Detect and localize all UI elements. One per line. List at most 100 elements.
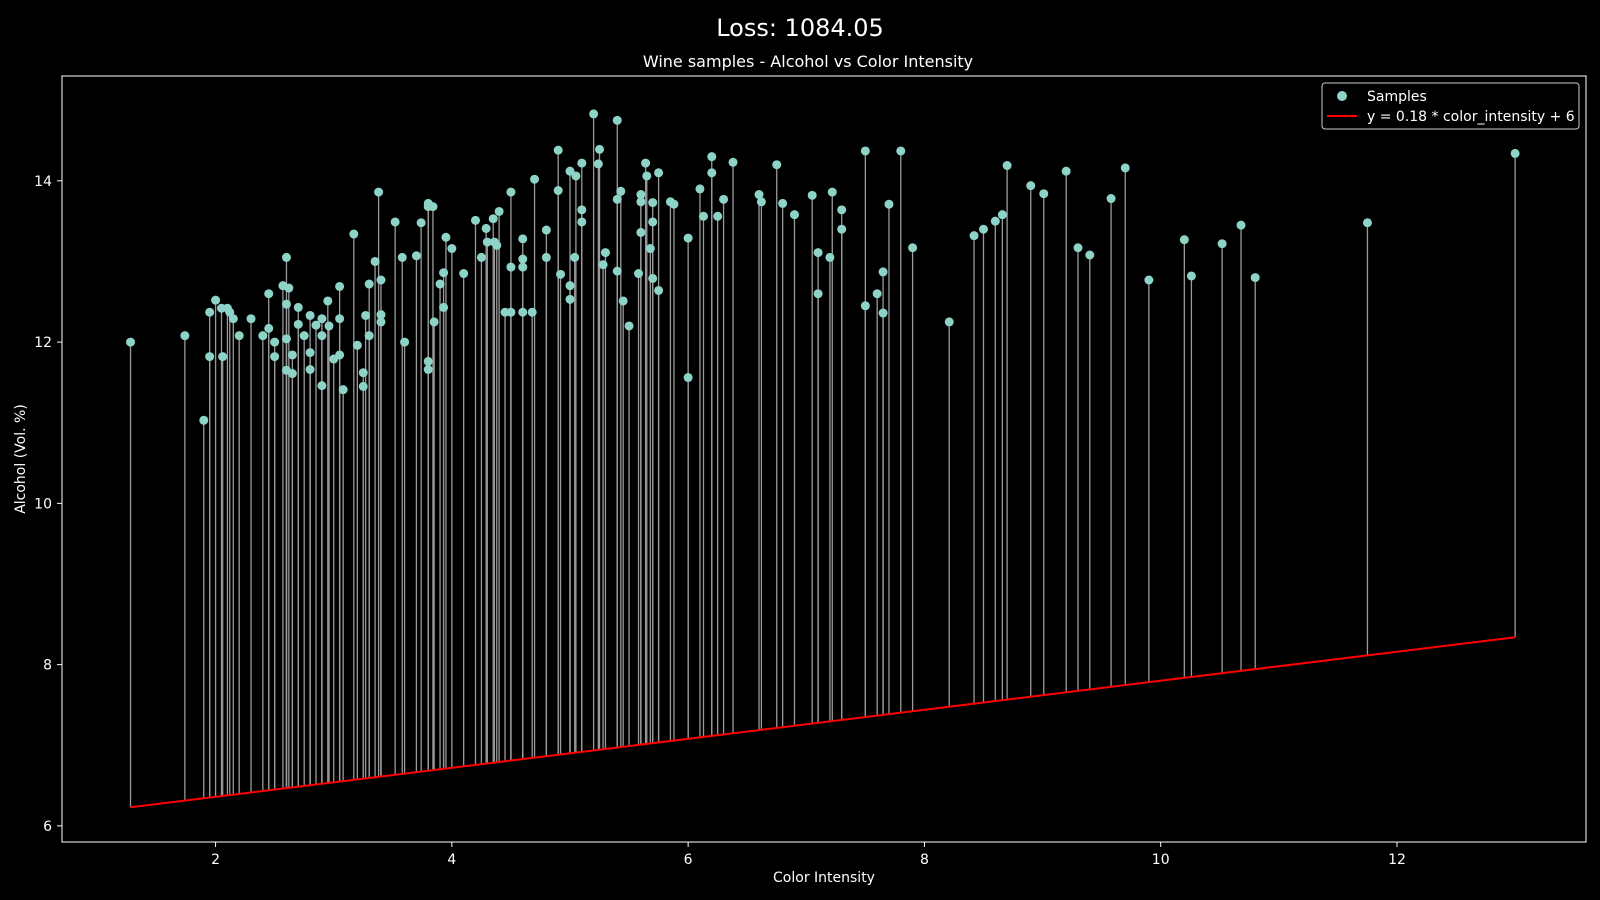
sample-point bbox=[789, 210, 799, 220]
sample-point bbox=[1510, 148, 1520, 158]
sample-point bbox=[364, 279, 374, 289]
sample-point bbox=[698, 211, 708, 221]
x-tick-label: 12 bbox=[1388, 852, 1406, 868]
sample-point bbox=[211, 295, 221, 305]
sample-point bbox=[439, 302, 449, 312]
sample-point bbox=[756, 197, 766, 207]
sample-point bbox=[813, 289, 823, 299]
chart-title: Wine samples - Alcohol vs Color Intensit… bbox=[643, 52, 973, 71]
sample-point bbox=[813, 248, 823, 258]
sample-points bbox=[126, 109, 1520, 425]
sample-point bbox=[1106, 194, 1116, 204]
legend-marker-samples bbox=[1337, 91, 1347, 101]
sample-point bbox=[669, 199, 679, 209]
sample-point bbox=[228, 314, 238, 324]
sample-point bbox=[264, 323, 274, 333]
sample-point bbox=[429, 317, 439, 327]
sample-point bbox=[541, 225, 551, 235]
sample-point bbox=[616, 186, 626, 196]
sample-point bbox=[896, 146, 906, 156]
sample-point bbox=[565, 281, 575, 291]
sample-point bbox=[482, 237, 492, 247]
sample-point bbox=[494, 206, 504, 216]
sample-point bbox=[1002, 161, 1012, 171]
sample-point bbox=[506, 262, 516, 272]
sample-point bbox=[713, 211, 723, 221]
sample-point bbox=[908, 243, 918, 253]
sample-point bbox=[837, 205, 847, 215]
sample-point bbox=[683, 233, 693, 243]
x-tick-label: 4 bbox=[447, 852, 456, 868]
sample-point bbox=[872, 289, 882, 299]
sample-point bbox=[648, 198, 658, 208]
legend[interactable]: Samples y = 0.18 * color_intensity + 6 bbox=[1321, 82, 1580, 130]
x-tick-label: 10 bbox=[1152, 852, 1170, 868]
sample-point bbox=[349, 229, 359, 239]
sample-point bbox=[541, 252, 551, 262]
sample-point bbox=[1026, 181, 1036, 191]
sample-point bbox=[527, 307, 537, 317]
sample-point bbox=[827, 187, 837, 197]
sample-point bbox=[439, 268, 449, 278]
sample-point bbox=[281, 299, 291, 309]
sample-point bbox=[1186, 271, 1196, 281]
sample-point bbox=[361, 310, 371, 320]
sample-point bbox=[376, 275, 386, 285]
sample-point bbox=[284, 283, 294, 293]
sample-point bbox=[978, 224, 988, 234]
sample-point bbox=[719, 194, 729, 204]
y-axis-label: Alcohol (Vol. %) bbox=[13, 404, 29, 514]
sample-point bbox=[589, 109, 599, 119]
sample-point bbox=[476, 252, 486, 262]
y-axis: 6 8 10 12 14 bbox=[34, 174, 62, 835]
sample-point bbox=[577, 217, 587, 227]
legend-label-samples: Samples bbox=[1367, 89, 1427, 105]
legend-box bbox=[1321, 82, 1580, 130]
sample-point bbox=[772, 160, 782, 170]
sample-point bbox=[358, 368, 368, 378]
sample-point bbox=[641, 158, 651, 168]
sample-point bbox=[506, 187, 516, 197]
sample-point bbox=[126, 337, 136, 347]
sample-point bbox=[441, 232, 451, 242]
sample-point bbox=[636, 190, 646, 200]
sample-point bbox=[234, 331, 244, 341]
sample-point bbox=[281, 334, 291, 344]
x-tick-label: 8 bbox=[920, 852, 929, 868]
sample-point bbox=[530, 174, 540, 184]
sample-point bbox=[281, 252, 291, 262]
sample-point bbox=[807, 190, 817, 200]
sample-point bbox=[598, 260, 608, 270]
sample-point bbox=[335, 350, 345, 360]
sample-point bbox=[317, 314, 327, 324]
sample-point bbox=[878, 267, 888, 277]
sample-point bbox=[435, 279, 445, 289]
sample-point bbox=[299, 331, 309, 341]
sample-point bbox=[1179, 235, 1189, 245]
sample-point bbox=[423, 356, 433, 366]
sample-point bbox=[287, 350, 297, 360]
sample-point bbox=[270, 337, 280, 347]
plot-frame bbox=[61, 75, 1587, 843]
sample-point bbox=[506, 307, 516, 317]
sample-point bbox=[837, 224, 847, 234]
sample-point bbox=[518, 254, 528, 264]
sample-point bbox=[969, 231, 979, 241]
sample-point bbox=[648, 273, 658, 283]
sample-point bbox=[293, 302, 303, 312]
sample-point bbox=[636, 197, 646, 207]
sample-point bbox=[570, 252, 580, 262]
sample-point bbox=[338, 385, 348, 395]
sample-point bbox=[258, 331, 268, 341]
y-tick-label: 14 bbox=[34, 174, 52, 190]
sample-point bbox=[293, 319, 303, 329]
sample-point bbox=[459, 269, 469, 279]
sample-point bbox=[1250, 273, 1260, 283]
sample-point bbox=[492, 240, 502, 250]
sample-point bbox=[1073, 243, 1083, 253]
sample-point bbox=[944, 317, 954, 327]
sample-point bbox=[1061, 166, 1071, 176]
fit-line-group bbox=[130, 636, 1516, 809]
sample-point bbox=[374, 187, 384, 197]
